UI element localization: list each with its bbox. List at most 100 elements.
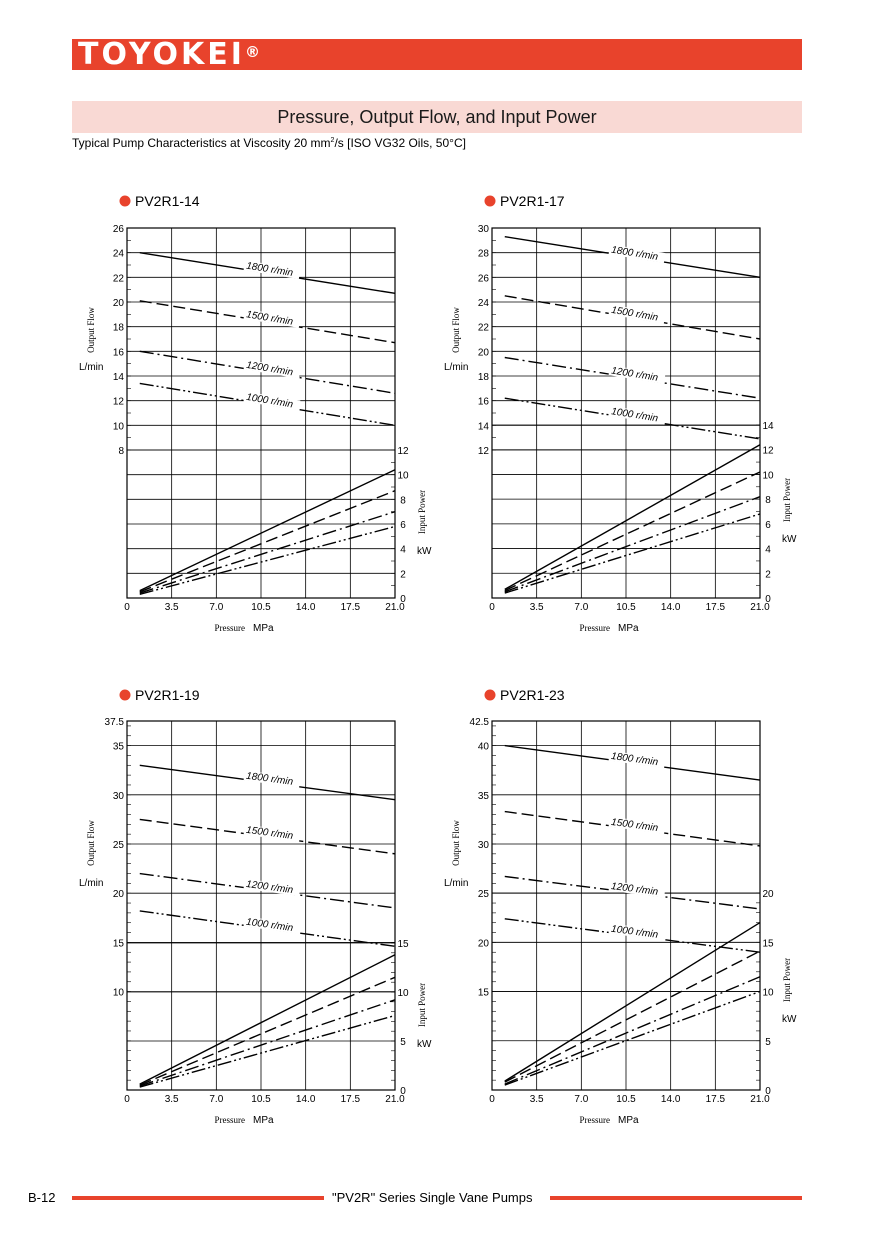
title-bullet-icon [484, 689, 496, 701]
flow-tick-label: 15 [478, 988, 490, 999]
x-tick-label: 17.5 [706, 1094, 726, 1105]
y2-axis-label: Input Power [782, 958, 792, 1002]
speed-label-background [608, 816, 666, 835]
power-tick-label: 5 [400, 1037, 406, 1048]
x-tick-label: 0 [489, 602, 495, 613]
x-tick-label: 17.5 [341, 602, 361, 613]
power-line-dash [139, 490, 396, 593]
x-axis-unit: MPa [253, 1115, 274, 1126]
flow-tick-label: 35 [113, 742, 125, 753]
power-tick-label: 0 [400, 594, 406, 605]
power-tick-label: 12 [397, 446, 409, 457]
power-tick-label: 2 [765, 569, 771, 580]
x-tick-label: 21.0 [750, 1094, 770, 1105]
y-axis-unit: L/min [79, 362, 103, 373]
subtitle: Typical Pump Characteristics at Viscosit… [72, 136, 466, 150]
flow-tick-label: 37.5 [105, 717, 125, 728]
section-title: Pressure, Output Flow, and Input Power [277, 107, 597, 127]
x-tick-label: 10.5 [616, 602, 636, 613]
subtitle-text-after: /s [ISO VG32 Oils, 50°C] [334, 136, 466, 150]
flow-tick-label: 14 [478, 421, 490, 432]
power-tick-label: 0 [765, 1086, 771, 1097]
flow-tick-label: 30 [113, 791, 125, 802]
flow-tick-label: 24 [478, 298, 490, 309]
speed-label-background [608, 880, 666, 898]
power-tick-label: 10 [762, 470, 774, 481]
speed-label-background [243, 308, 301, 328]
power-line-dashdot [504, 496, 761, 593]
flow-tick-label: 18 [478, 372, 490, 383]
x-tick-label: 10.5 [251, 602, 271, 613]
speed-label-background [243, 824, 301, 842]
power-line-dashdot [504, 976, 761, 1085]
power-line-dashdotdot [504, 990, 761, 1086]
x-tick-label: 14.0 [661, 1094, 681, 1105]
flow-tick-label: 30 [478, 224, 490, 235]
power-tick-label: 10 [397, 471, 409, 482]
power-tick-label: 2 [400, 569, 406, 580]
chart-title: PV2R1-23 [500, 687, 565, 703]
flow-tick-label: 12 [113, 397, 125, 408]
power-line-dashdotdot [139, 1014, 396, 1088]
speed-label-background [243, 878, 301, 897]
x-tick-label: 10.5 [251, 1094, 271, 1105]
y2-axis-unit: kW [782, 534, 797, 545]
flow-tick-label: 15 [113, 938, 125, 949]
x-tick-label: 14.0 [296, 602, 316, 613]
power-tick-label: 6 [765, 520, 771, 531]
speed-label-background [608, 405, 666, 425]
x-tick-label: 3.5 [530, 602, 544, 613]
power-line-solid [504, 444, 761, 590]
x-axis-unit: MPa [618, 1115, 639, 1126]
power-line-dash [139, 976, 396, 1086]
y-axis-unit: L/min [444, 362, 468, 373]
power-tick-label: 12 [762, 446, 774, 457]
power-tick-label: 0 [765, 594, 771, 605]
x-axis-unit: MPa [253, 623, 274, 634]
y-axis-label: Output Flow [451, 307, 461, 353]
speed-label-background [243, 916, 301, 935]
y2-axis-unit: kW [782, 1014, 797, 1025]
x-axis-label: Pressure [215, 623, 246, 633]
flow-tick-label: 14 [113, 372, 125, 383]
x-axis-label: Pressure [580, 623, 611, 633]
x-tick-label: 7.0 [209, 602, 223, 613]
footer-page-number: B-12 [28, 1190, 56, 1205]
x-tick-label: 3.5 [165, 1094, 179, 1105]
speed-label-background [608, 244, 666, 264]
y-axis-unit: L/min [444, 878, 468, 889]
flow-tick-label: 35 [478, 791, 490, 802]
x-tick-label: 14.0 [296, 1094, 316, 1105]
power-tick-label: 0 [400, 1086, 406, 1097]
x-tick-label: 0 [124, 602, 130, 613]
power-line-dashdotdot [139, 525, 396, 595]
power-tick-label: 5 [765, 1037, 771, 1048]
speed-label-background [608, 923, 666, 941]
flow-tick-label: 16 [478, 397, 490, 408]
y-axis-label: Output Flow [86, 820, 96, 866]
power-tick-label: 14 [762, 421, 774, 432]
y2-axis-label: Input Power [417, 490, 427, 534]
flow-tick-label: 16 [113, 347, 125, 358]
flow-tick-label: 30 [478, 840, 490, 851]
flow-tick-label: 20 [113, 298, 125, 309]
x-tick-label: 7.0 [574, 602, 588, 613]
flow-tick-label: 20 [113, 889, 125, 900]
x-tick-label: 7.0 [574, 1094, 588, 1105]
y-axis-label: Output Flow [86, 307, 96, 353]
power-tick-label: 8 [400, 495, 406, 506]
x-tick-label: 0 [489, 1094, 495, 1105]
power-line-dashdot [139, 999, 396, 1087]
flow-tick-label: 42.5 [470, 717, 490, 728]
flow-tick-label: 10 [113, 988, 125, 999]
power-tick-label: 15 [397, 939, 409, 950]
power-tick-label: 20 [762, 889, 774, 900]
speed-label-background [608, 750, 666, 769]
x-tick-label: 17.5 [341, 1094, 361, 1105]
speed-label-background [243, 260, 301, 280]
y2-axis-label: Input Power [782, 478, 792, 522]
power-tick-label: 10 [397, 988, 409, 999]
